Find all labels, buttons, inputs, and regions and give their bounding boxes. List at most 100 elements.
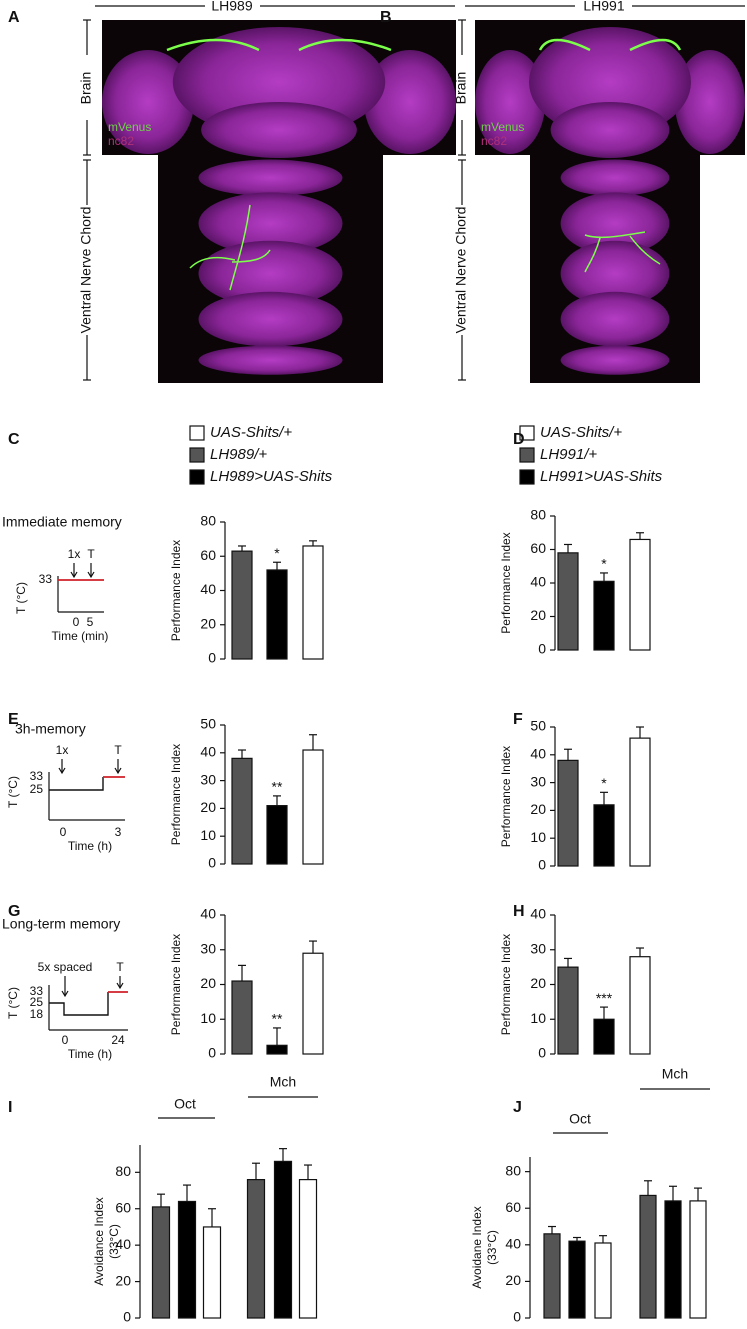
- legend-swatch: [189, 447, 205, 463]
- legend-swatch: [519, 425, 535, 441]
- protocol-xtick: 0: [62, 1033, 69, 1047]
- panel-letter: G: [8, 903, 20, 920]
- bar: [543, 1233, 561, 1319]
- region-label: Ventral Nerve Chord: [453, 207, 469, 334]
- line-name: LH991: [583, 0, 624, 14]
- optic-lobe: [674, 50, 746, 154]
- group-label: Oct: [174, 1096, 196, 1112]
- panel-letter: I: [8, 1099, 12, 1116]
- temperature-trace: [49, 777, 104, 791]
- stain-label: nc82: [481, 134, 507, 148]
- y-tick-label: 60: [530, 540, 546, 556]
- bar: [246, 1178, 266, 1319]
- y-tick-label: 20: [530, 801, 546, 817]
- y-axis-label: Performance Index: [499, 746, 513, 847]
- protocol-title: Immediate memory: [2, 514, 122, 530]
- neuron-trace: [166, 38, 392, 52]
- y-tick-label: 0: [538, 1045, 546, 1061]
- bar: [231, 757, 253, 865]
- y-tick-label: 80: [505, 1162, 521, 1178]
- arrow-head: [70, 571, 78, 579]
- y-tick-label: 80: [200, 513, 216, 529]
- panel-letter: J: [513, 1099, 522, 1116]
- vnc-segment: [560, 192, 670, 255]
- bar: [594, 1242, 612, 1319]
- group-label: Mch: [662, 1066, 688, 1082]
- y-tick-label: 50: [530, 718, 546, 734]
- legend-swatch: [189, 469, 205, 485]
- bar: [568, 1240, 586, 1319]
- y-tick-label: 40: [200, 906, 216, 922]
- bar: [298, 1178, 318, 1319]
- y-tick-label: 0: [538, 641, 546, 657]
- optic-lobe: [475, 50, 546, 154]
- protocol-ylabel: T (°C): [6, 987, 20, 1019]
- y-tick-label: 60: [505, 1199, 521, 1215]
- y-tick-label: 60: [200, 547, 216, 563]
- protocol-ylabel: T (°C): [14, 582, 28, 614]
- protocol-ytick: 18: [30, 1007, 44, 1021]
- event-label: T: [114, 743, 122, 757]
- y-tick-label: 20: [200, 615, 216, 631]
- protocol-ylabel: T (°C): [6, 776, 20, 808]
- central-brain: [529, 27, 691, 137]
- group-label: Mch: [270, 1074, 296, 1090]
- y-tick-label: 10: [200, 827, 216, 843]
- y-tick-label: 40: [530, 906, 546, 922]
- y-tick-label: 40: [530, 746, 546, 762]
- optic-lobe: [102, 50, 195, 154]
- y-tick-label: 0: [513, 1309, 521, 1325]
- arrow-head: [116, 982, 124, 990]
- bar: [629, 538, 651, 651]
- bar: [689, 1200, 707, 1319]
- legend-swatch: [519, 469, 535, 485]
- panel-letter: A: [8, 9, 20, 26]
- bar: [629, 956, 651, 1055]
- y-tick-label: 20: [200, 975, 216, 991]
- panel-letter: B: [380, 9, 392, 26]
- bar: [151, 1206, 171, 1319]
- stain-label: mVenus: [481, 120, 524, 134]
- legend-label: UAS-Shits/+: [210, 424, 292, 441]
- arrow-head: [61, 990, 69, 998]
- y-axis-label: Performance Index: [499, 934, 513, 1035]
- legend-label: LH991/+: [540, 446, 597, 463]
- y-tick-label: 40: [115, 1236, 131, 1252]
- vnc-segment: [198, 159, 343, 197]
- legend-label: UAS-Shits/+: [540, 424, 622, 441]
- legend-label: LH991>UAS-Shits: [540, 468, 663, 485]
- protocol-title: 3h-memory: [15, 721, 86, 737]
- central-brain: [201, 102, 357, 158]
- bar: [231, 980, 253, 1055]
- arrow-head: [87, 571, 95, 579]
- protocol-ytick: 33: [30, 769, 44, 783]
- y-axis-label: (33°C): [485, 1230, 499, 1265]
- y-tick-label: 20: [530, 607, 546, 623]
- y-tick-label: 30: [530, 940, 546, 956]
- event-label: 1x: [68, 547, 81, 561]
- bar: [664, 1200, 682, 1319]
- bar: [557, 759, 579, 867]
- protocol-xlabel: Time (min): [52, 629, 109, 643]
- neuron-trace: [538, 38, 682, 52]
- y-tick-label: 40: [200, 581, 216, 597]
- temperature-trace: [49, 992, 109, 1016]
- significance: *: [274, 545, 280, 561]
- bar: [266, 805, 288, 865]
- y-axis-label: Performance Index: [169, 744, 183, 845]
- vnc-segment: [560, 345, 670, 375]
- panel-letter: D: [513, 431, 525, 448]
- significance: *: [601, 775, 607, 791]
- vnc-segment: [198, 291, 343, 347]
- bar: [302, 952, 324, 1055]
- central-brain: [550, 102, 670, 158]
- protocol-title: Long-term memory: [2, 916, 120, 932]
- event-label: 5x spaced: [38, 960, 93, 974]
- arrow-head: [58, 767, 66, 775]
- y-tick-label: 30: [200, 771, 216, 787]
- protocol-ytick: 25: [30, 995, 44, 1009]
- protocol-xtick: 0: [60, 825, 67, 839]
- bar: [593, 1018, 615, 1055]
- bar: [302, 749, 324, 865]
